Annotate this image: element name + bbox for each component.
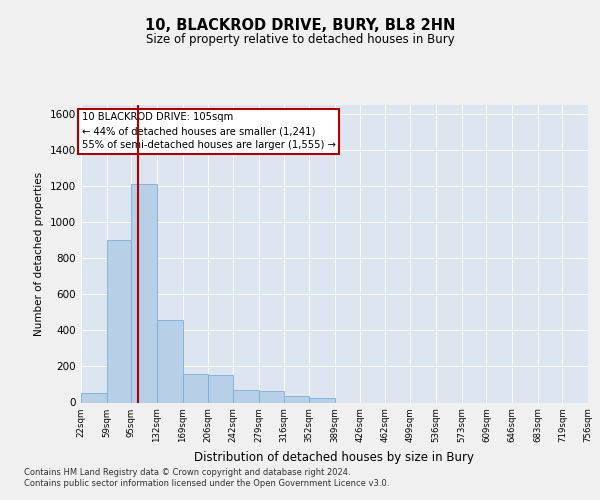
X-axis label: Distribution of detached houses by size in Bury: Distribution of detached houses by size …: [194, 450, 475, 464]
Text: Contains HM Land Registry data © Crown copyright and database right 2024.
Contai: Contains HM Land Registry data © Crown c…: [24, 468, 389, 487]
Bar: [157, 320, 182, 402]
Bar: [81, 394, 107, 402]
Text: 10 BLACKROD DRIVE: 105sqm
← 44% of detached houses are smaller (1,241)
55% of se: 10 BLACKROD DRIVE: 105sqm ← 44% of detac…: [82, 112, 335, 150]
Bar: [309, 398, 335, 402]
Bar: [182, 374, 208, 402]
Bar: [284, 396, 309, 402]
Bar: [259, 391, 284, 402]
Bar: [107, 240, 131, 402]
Text: 10, BLACKROD DRIVE, BURY, BL8 2HN: 10, BLACKROD DRIVE, BURY, BL8 2HN: [145, 18, 455, 32]
Bar: [233, 390, 259, 402]
Text: Size of property relative to detached houses in Bury: Size of property relative to detached ho…: [146, 32, 454, 46]
Bar: [208, 376, 233, 402]
Y-axis label: Number of detached properties: Number of detached properties: [34, 172, 44, 336]
Bar: [131, 184, 157, 402]
